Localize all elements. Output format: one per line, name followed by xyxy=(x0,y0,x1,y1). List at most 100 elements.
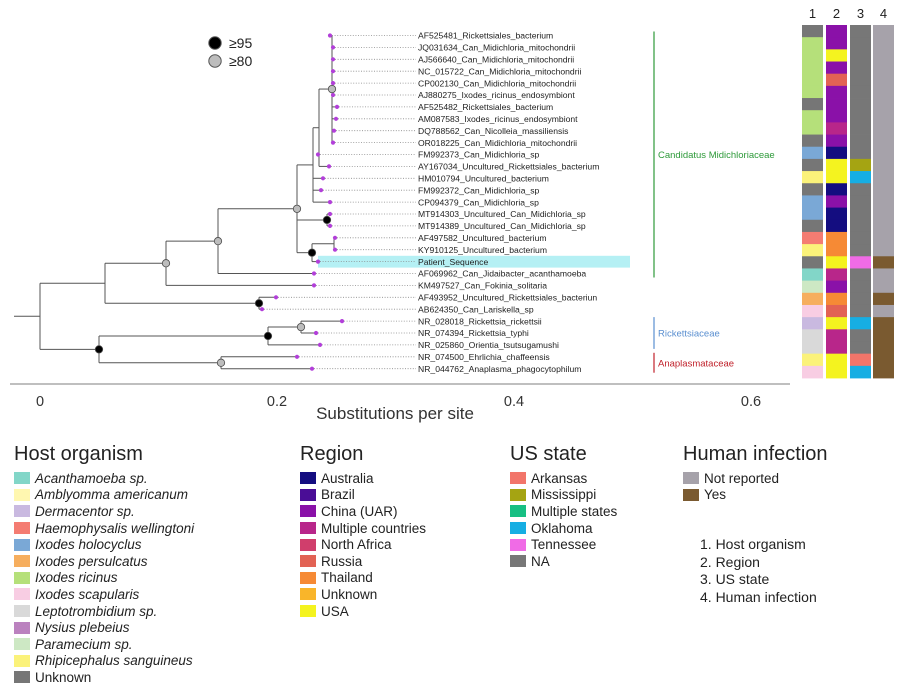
legend-item: Ixodes scapularis xyxy=(14,586,194,603)
legend-swatch xyxy=(14,638,30,651)
taxon-label: Patient_Sequence xyxy=(418,257,488,267)
strip-cell xyxy=(826,73,847,87)
legend-label: Paramecium sp. xyxy=(35,636,133,652)
strip-cell xyxy=(850,231,871,245)
legend-swatch xyxy=(14,571,30,584)
strip-cell xyxy=(802,98,823,111)
strip-cell xyxy=(850,219,871,233)
legend-label: Yes xyxy=(704,487,727,503)
axis-tick-label: 0.2 xyxy=(267,394,287,410)
support-legend: ≥95≥80 xyxy=(208,35,252,69)
legend-item: Oklahoma xyxy=(510,520,617,537)
taxon-label: DQ788562_Can_Nicolleia_massiliensis xyxy=(418,126,568,136)
strip-cell xyxy=(873,256,894,269)
strip-cell xyxy=(850,85,871,99)
strip-cell xyxy=(802,171,823,184)
legend-swatch xyxy=(300,588,316,601)
support-node-80 xyxy=(292,204,302,213)
strip-cell xyxy=(850,256,871,269)
axis-tick-label: 0 xyxy=(36,394,44,410)
axis-tick-label: 0.6 xyxy=(741,394,761,410)
strip-cell xyxy=(802,146,823,160)
legend-item: Arkansas xyxy=(510,470,617,487)
taxon-label: AF525481_Rickettsiales_bacterium xyxy=(418,31,553,41)
strip-cell xyxy=(826,365,847,379)
legend-swatch xyxy=(683,488,699,501)
strip-cell xyxy=(873,231,894,245)
phylogenetic-tree: AF525481_Rickettsiales_bacterium JQ031634… xyxy=(10,6,894,423)
strip-cell xyxy=(850,146,871,160)
strip-cell xyxy=(826,37,847,50)
strip-cell xyxy=(826,280,847,294)
leaf-tip xyxy=(326,164,332,169)
strip-cell xyxy=(850,110,871,123)
legend-swatch xyxy=(300,505,316,518)
strip-cell xyxy=(873,49,894,62)
leaf-tip xyxy=(330,57,336,62)
legend-item: Unknown xyxy=(14,669,194,686)
strip-cell xyxy=(850,304,871,318)
legend-item: Ixodes holocyclus xyxy=(14,536,194,553)
strip-cell xyxy=(826,134,847,148)
legend-item: Australia xyxy=(300,470,426,487)
support-node-95 xyxy=(263,331,273,341)
legend-swatch xyxy=(14,621,30,634)
strip-cell xyxy=(873,280,894,294)
strip-cell xyxy=(850,195,871,208)
legend-item: Mississippi xyxy=(510,487,617,504)
strip-cell xyxy=(873,171,894,184)
strip-cell xyxy=(802,61,823,75)
legend-label: Australia xyxy=(321,470,374,486)
legend-swatch xyxy=(14,472,30,485)
leaf-tip xyxy=(332,235,338,240)
leaf-tip xyxy=(333,116,339,121)
taxon-label: NR_025860_Orientia_tsutsugamushi xyxy=(418,340,559,350)
strip-cell xyxy=(802,329,823,342)
taxon-label: AJ566640_Can_Midichloria_mitochondrii xyxy=(418,55,574,65)
legend-swatch xyxy=(683,472,699,485)
legend-item: Not reported xyxy=(683,470,828,487)
leaf-tip xyxy=(330,81,336,86)
strip-cell xyxy=(802,244,823,257)
strip-cell xyxy=(826,183,847,196)
strip-cell xyxy=(873,219,894,233)
leaf-tip xyxy=(273,295,279,300)
legend-label: Leptotrombidium sp. xyxy=(35,603,158,619)
strip-cell xyxy=(873,37,894,50)
legend-label: Amblyomma americanum xyxy=(35,487,189,503)
strip-cell xyxy=(826,304,847,318)
support-legend-label: ≥80 xyxy=(229,53,252,69)
legend-label: Ixodes persulcatus xyxy=(35,553,148,569)
strip-cell xyxy=(802,195,823,208)
strip-key-item: 3. US state xyxy=(700,571,770,587)
support-legend-black-dot xyxy=(208,36,222,50)
strip-cell xyxy=(802,122,823,135)
taxon-label: AF069962_Can_Jidaibacter_acanthamoeba xyxy=(418,269,586,279)
region-legend-title: Region xyxy=(300,443,364,465)
taxon-label: AJ880275_Ixodes_ricinus_endosymbiont xyxy=(418,90,575,100)
family-label: Candidatus Midichloriaceae xyxy=(658,150,775,161)
legend-label: Haemophysalis wellingtoni xyxy=(35,520,195,536)
leaf-tip xyxy=(320,176,326,181)
legend-swatch xyxy=(14,654,30,667)
legend-item: Nysius plebeius xyxy=(14,619,194,636)
leaf-tip xyxy=(311,271,317,276)
strip-cell xyxy=(802,304,823,318)
strip-cell xyxy=(850,292,871,306)
support-nodes xyxy=(94,84,337,367)
legend-label: Ixodes scapularis xyxy=(35,586,140,602)
region-legend: Region Australia Brazil China (UAR) Multipl… xyxy=(300,443,426,619)
legend-label: Acanthamoeba sp. xyxy=(35,470,148,486)
taxon-label: AB624350_Can_Lariskella_sp xyxy=(418,304,534,314)
strip-cell xyxy=(826,244,847,257)
strip-cell xyxy=(850,25,871,38)
legend-label: Unknown xyxy=(321,586,378,602)
support-legend-grey-dot xyxy=(208,54,222,68)
strip-cell xyxy=(850,280,871,294)
legend-item: Rhipicephalus sanguineus xyxy=(14,653,194,670)
leaf-tip xyxy=(339,319,345,324)
human-legend-title: Human infection xyxy=(683,443,828,465)
taxon-label: NR_028018_Rickettsia_rickettsii xyxy=(418,316,542,326)
strip-cell xyxy=(802,37,823,50)
strip-cell xyxy=(802,85,823,99)
